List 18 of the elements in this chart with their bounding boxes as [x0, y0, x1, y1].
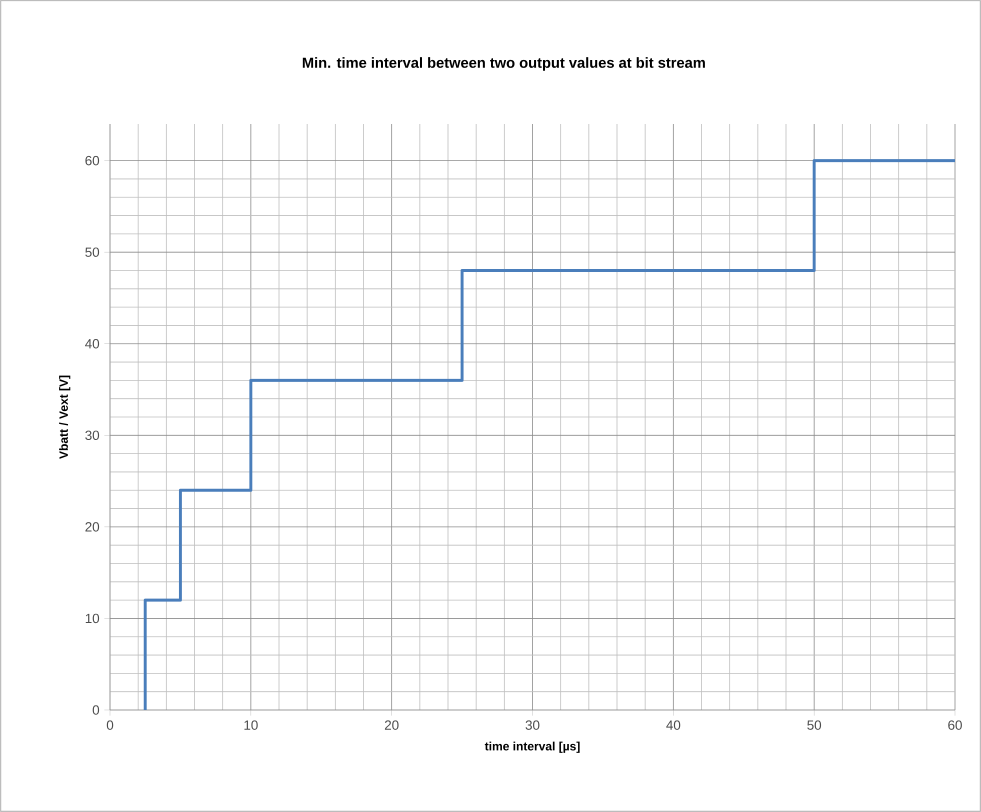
y-tick-label: 40 [85, 339, 100, 348]
line-series [144, 159, 955, 710]
x-tick-label: 10 [244, 720, 258, 730]
x-tick-label: 40 [666, 720, 680, 730]
chart-title: Min. time interval between two output values at bit stream [302, 57, 705, 71]
y-tick-label: 10 [86, 614, 100, 624]
x-axis-title: time interval [µs] [484, 742, 580, 753]
x-tick-label: 50 [807, 720, 822, 730]
y-tick-label: 20 [85, 522, 100, 532]
y-tick-label: 0 [92, 705, 100, 715]
y-tick-label: 50 [85, 247, 100, 257]
x-tick-label: 0 [106, 720, 114, 730]
x-tick-label: 60 [948, 720, 962, 730]
y-tick-label: 60 [85, 156, 100, 166]
y-tick-label: 30 [85, 430, 100, 440]
y-axis-title: Vbatt / Vext [V] [59, 376, 70, 459]
x-tick-label: 20 [384, 720, 399, 730]
x-tick-label: 30 [526, 720, 540, 730]
